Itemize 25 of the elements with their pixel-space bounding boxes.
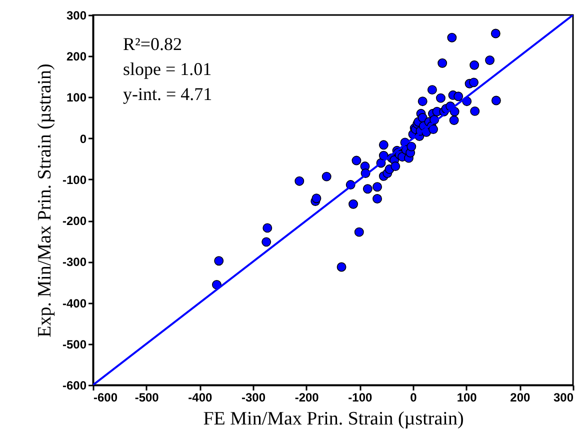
x-tick-label: -200 [294,390,320,404]
y-tick-label: 300 [66,8,87,22]
x-tick-label: -500 [134,390,160,404]
y-tick-label: -300 [62,255,87,270]
x-tick-label: 100 [456,390,478,404]
y-tick-label: 0 [80,132,87,146]
annotation: y-int. = 4.71 [123,84,212,104]
y-tick-label: -200 [62,214,87,228]
x-tick-label: 0 [410,390,418,404]
y-tick-label: -500 [62,337,87,352]
x-tick-label: -400 [188,390,212,404]
y-tick-label: 200 [66,50,87,64]
y-tick-label: -100 [62,172,87,187]
y-tick-label: -400 [62,296,87,310]
x-tick-label: -300 [241,390,266,404]
x-tick-label: 200 [510,390,530,404]
annotation: slope = 1.01 [123,59,212,79]
x-tick-label: -600 [94,390,118,404]
y-axis-title: Exp. Min/Max Prin. Strain (µstrain) [34,64,56,338]
x-axis-title: FE Min/Max Prin. Strain (µstrain) [203,408,464,430]
x-tick-label: 300 [553,390,574,404]
annotation: R²=0.82 [123,34,182,54]
y-tick-label: 100 [66,90,87,105]
x-tick-label: -100 [348,390,372,404]
y-tick-label: -600 [62,378,87,392]
